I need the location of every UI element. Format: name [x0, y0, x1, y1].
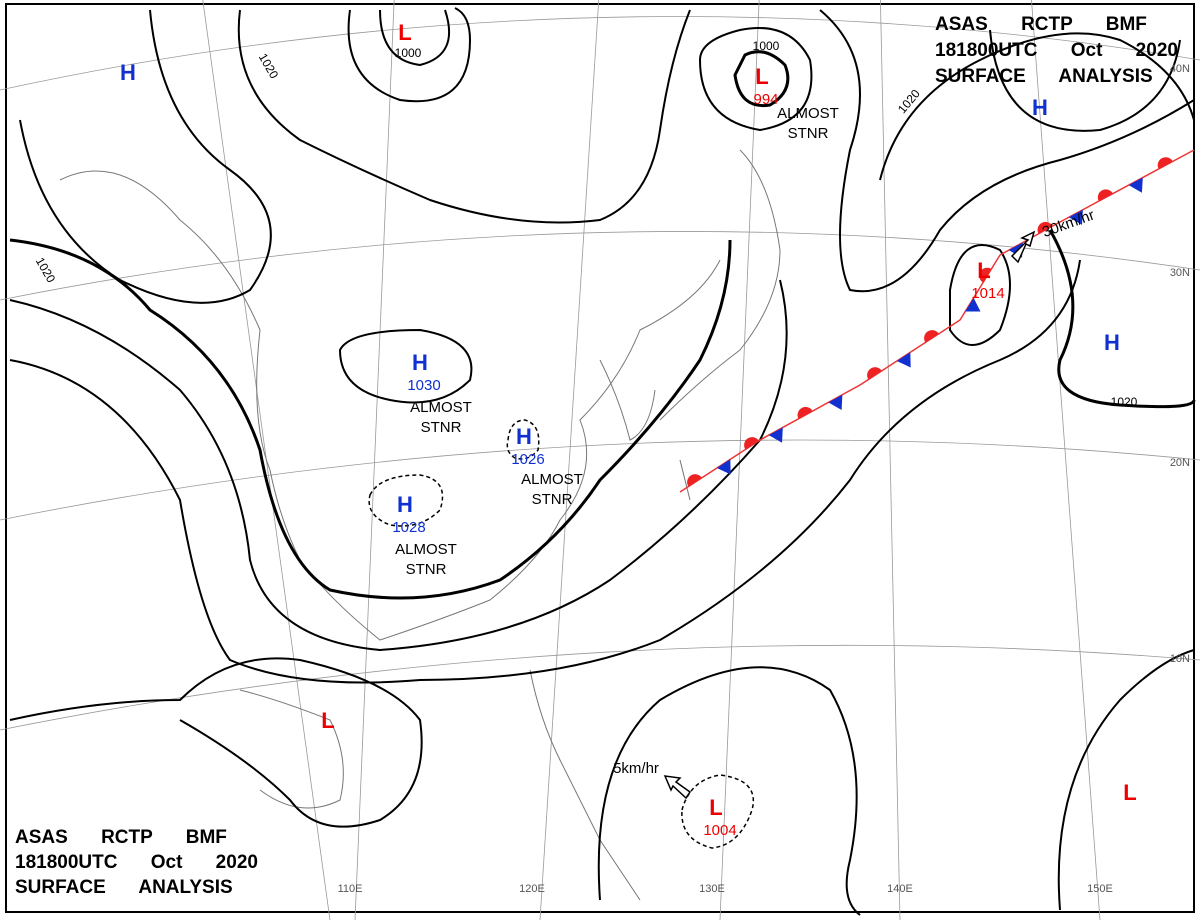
map-frame — [5, 3, 1195, 913]
front-line — [679, 149, 1195, 493]
coastline — [239, 689, 344, 809]
motion-label: 5km/hr — [613, 760, 659, 777]
motion-arrow — [663, 775, 692, 800]
pressure-center-label: L — [709, 795, 722, 820]
isobar — [9, 279, 788, 652]
isobar — [949, 244, 1011, 346]
pressure-center-value: 1026 — [511, 451, 544, 468]
coastline — [679, 459, 691, 501]
longitude-label: 110E — [338, 883, 363, 895]
warm-front-symbol — [1097, 189, 1113, 202]
pressure-center-label: H — [1032, 95, 1048, 120]
cold-front-symbol — [716, 459, 731, 475]
coastline — [659, 149, 781, 421]
coastline — [59, 170, 721, 641]
pressure-center-label: L — [321, 708, 334, 733]
isobar — [368, 474, 444, 527]
cold-front-symbol — [768, 427, 783, 443]
meridian — [354, 0, 395, 920]
cold-front-symbol — [1068, 209, 1083, 225]
warm-front-symbol — [744, 437, 759, 450]
cold-front-symbol — [828, 394, 843, 410]
pressure-center-label: H — [397, 492, 413, 517]
header-text: 181800UTC Oct 2020 — [935, 40, 1178, 61]
header-text: ASAS RCTP BMF — [935, 14, 1147, 35]
pressure-center-label: H — [412, 350, 428, 375]
isobar — [681, 774, 754, 849]
coastline — [599, 359, 656, 441]
warm-front-symbol — [924, 330, 939, 343]
isobar — [237, 9, 691, 224]
header-text: SURFACE ANALYSIS — [935, 66, 1153, 87]
isobar — [9, 238, 732, 600]
isobar — [9, 657, 423, 828]
isobar — [989, 29, 1181, 132]
meridian — [202, 0, 331, 920]
header-text: SURFACE ANALYSIS — [15, 877, 233, 898]
pressure-center-value: 994 — [753, 91, 778, 108]
cold-front-symbol — [965, 297, 981, 312]
meridian — [719, 0, 760, 920]
pressure-center-value: 1030 — [407, 377, 440, 394]
parallel — [0, 16, 1200, 91]
isobar — [347, 7, 472, 103]
isobar — [597, 666, 861, 916]
warm-front-symbol — [687, 474, 702, 487]
isobar-label: 1020 — [1111, 395, 1138, 409]
longitude-label: 150E — [1087, 883, 1113, 895]
motion-arrow — [1010, 230, 1036, 264]
warm-front-symbol — [1157, 157, 1173, 169]
pressure-center-label: L — [755, 64, 768, 89]
latitude-label: 10N — [1170, 653, 1190, 665]
isobar — [1048, 229, 1196, 409]
isobar — [699, 27, 813, 132]
warm-front-symbol — [1037, 221, 1053, 234]
cold-front-symbol — [1128, 177, 1143, 193]
isobar — [733, 50, 790, 108]
status-note: ALMOST STNR — [777, 105, 839, 142]
isobar-label: 1000 — [395, 46, 422, 60]
isobar — [379, 9, 450, 67]
isobar-label: 1000 — [753, 39, 780, 53]
pressure-center-label: H — [516, 424, 532, 449]
longitude-label: 130E — [699, 883, 725, 895]
longitude-label: 140E — [887, 883, 913, 895]
pressure-center-label: L — [1123, 780, 1136, 805]
pressure-center-value: 1014 — [971, 285, 1004, 302]
header-text: ASAS RCTP BMF — [15, 827, 227, 848]
status-note: ALMOST STNR — [410, 399, 472, 436]
header-text: 181800UTC Oct 2020 — [15, 852, 258, 873]
isobar — [506, 419, 540, 460]
latitude-label: 40N — [1170, 63, 1190, 75]
latitude-label: 30N — [1170, 267, 1190, 279]
pressure-center-value: 1004 — [703, 822, 736, 839]
warm-front-symbol — [979, 267, 992, 283]
warm-front-symbol — [797, 406, 813, 419]
isobar — [9, 259, 1081, 684]
parallel — [0, 439, 1200, 521]
cold-front-symbol — [896, 352, 911, 368]
meridian — [539, 0, 600, 920]
coastline — [529, 669, 641, 901]
isobar — [819, 9, 1195, 293]
pressure-center-label: H — [1104, 330, 1120, 355]
parallel — [0, 644, 1200, 731]
pressure-center-label: L — [977, 258, 990, 283]
status-note: ALMOST STNR — [395, 541, 457, 578]
longitude-label: 120E — [519, 883, 545, 895]
pressure-center-label: H — [120, 60, 136, 85]
meridian — [1031, 0, 1101, 920]
isobar — [1057, 649, 1195, 911]
status-note: ALMOST STNR — [521, 471, 583, 508]
isobar — [19, 9, 272, 304]
isobar — [879, 32, 1195, 181]
isobar — [338, 328, 473, 404]
meridian — [880, 0, 901, 920]
latitude-label: 20N — [1170, 457, 1190, 469]
pressure-center-label: L — [398, 20, 411, 45]
warm-front-symbol — [867, 367, 882, 380]
pressure-center-value: 1028 — [392, 519, 425, 536]
